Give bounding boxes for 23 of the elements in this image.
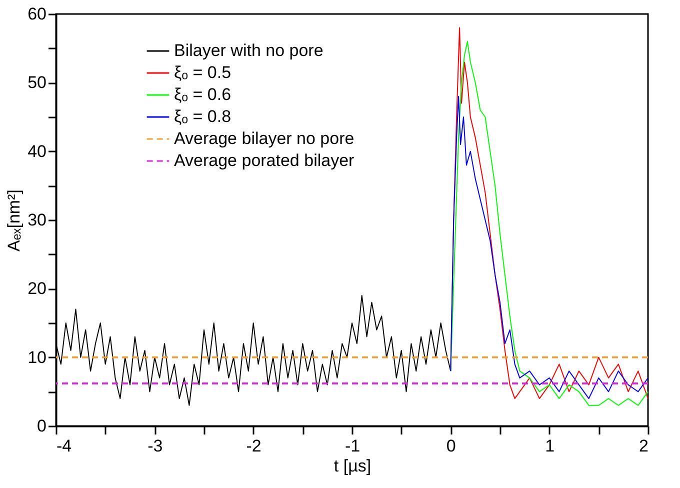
y-tick-label: 40 [28, 142, 46, 161]
y-axis-title: Aₑₓ[nm²] [4, 190, 24, 252]
y-tick-label: 0 [37, 416, 46, 436]
legend-label: Bilayer with no pore [174, 41, 324, 60]
legend-label: Average porated bilayer [174, 151, 355, 170]
legend-label: ξₒ = 0.6 [174, 85, 232, 104]
x-tick-label: -1 [344, 436, 360, 456]
legend-label: ξₒ = 0.5 [174, 63, 232, 82]
x-tick-label: 1 [545, 436, 555, 456]
x-tick-label: 0 [446, 436, 456, 456]
legend-label: Average bilayer no pore [174, 129, 354, 148]
y-tick-label: 20 [28, 279, 46, 298]
y-tick-label: 30 [28, 210, 46, 230]
x-tick-label: -3 [148, 436, 163, 456]
x-axis-title: t [µs] [334, 456, 372, 476]
y-tick-label: 50 [28, 73, 46, 92]
y-tick-label: 60 [28, 4, 46, 24]
x-tick-label: -4 [56, 436, 72, 456]
y-tick-label: 10 [28, 348, 46, 367]
legend-label: ξₒ = 0.8 [174, 107, 232, 126]
x-tick-label: 2 [639, 436, 648, 456]
x-tick-label: -2 [246, 436, 262, 456]
line-series [450, 96, 648, 400]
